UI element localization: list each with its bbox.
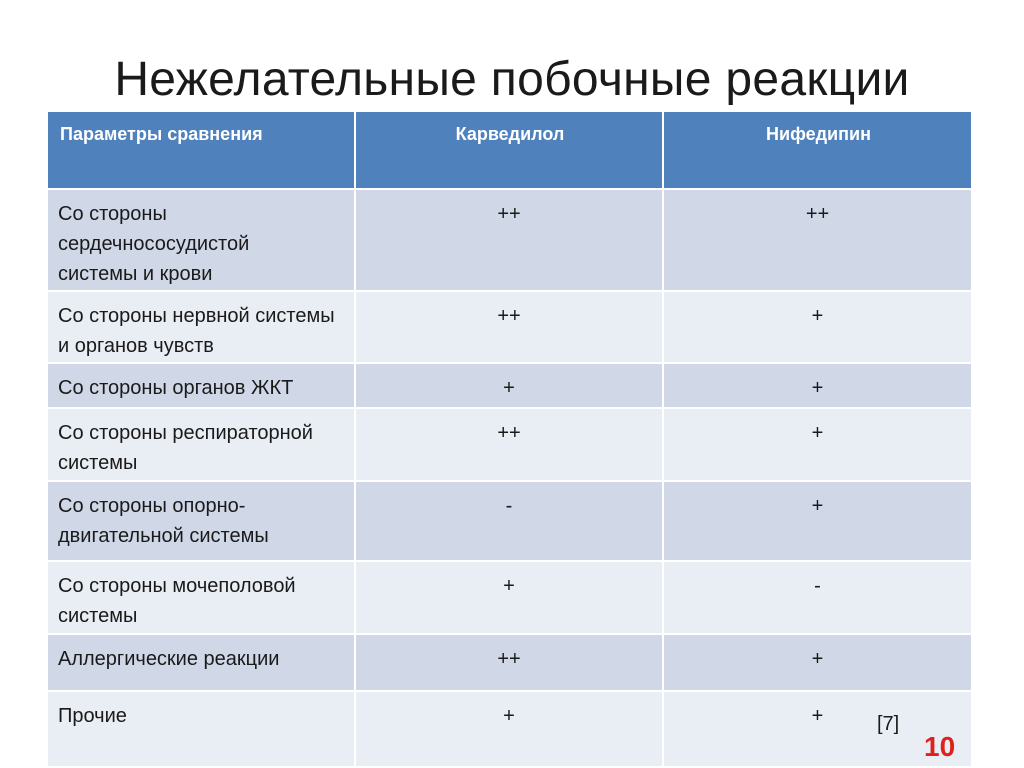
row-carvedilol-value: ++ bbox=[354, 188, 664, 292]
table-row: Со стороны респираторной системы ++ + bbox=[46, 407, 973, 482]
table-row: Со стороны опорно-двигательной системы -… bbox=[46, 480, 973, 562]
page-number: 10 bbox=[924, 731, 956, 762]
reference-citation: [7] bbox=[877, 713, 900, 735]
row-nifedipine-value: + bbox=[662, 480, 973, 562]
table-header-row: Параметры сравнения Карведилол Нифедипин bbox=[46, 110, 973, 190]
comparison-table: Параметры сравнения Карведилол Нифедипин… bbox=[46, 110, 973, 768]
row-parameter: Со стороны органов ЖКТ bbox=[46, 362, 356, 409]
row-nifedipine-value: - bbox=[662, 560, 973, 635]
row-parameter: Аллергические реакции bbox=[46, 633, 356, 692]
row-parameter: Прочие bbox=[46, 690, 356, 768]
row-carvedilol-value: + bbox=[354, 690, 664, 768]
row-carvedilol-value: + bbox=[354, 560, 664, 635]
table-row: Со стороны мочеполовой системы + - bbox=[46, 560, 973, 635]
table-row: Прочие + + bbox=[46, 690, 973, 768]
row-carvedilol-value: ++ bbox=[354, 290, 664, 364]
row-carvedilol-value: ++ bbox=[354, 633, 664, 692]
row-parameter: Со стороны нервной системы и органов чув… bbox=[46, 290, 356, 364]
row-parameter: Со стороны сердечнососудистой системы и … bbox=[46, 188, 356, 292]
header-carvedilol: Карведилол bbox=[354, 110, 664, 190]
slide-title: Нежелательные побочные реакции bbox=[114, 53, 910, 106]
table-row: Со стороны сердечнососудистой системы и … bbox=[46, 188, 973, 292]
header-parameters: Параметры сравнения bbox=[46, 110, 356, 190]
row-carvedilol-value: + bbox=[354, 362, 664, 409]
row-nifedipine-value: + bbox=[662, 690, 973, 768]
row-parameter: Со стороны опорно-двигательной системы bbox=[46, 480, 356, 562]
row-nifedipine-value: + bbox=[662, 633, 973, 692]
row-nifedipine-value: + bbox=[662, 362, 973, 409]
row-nifedipine-value: ++ bbox=[662, 188, 973, 292]
row-parameter: Со стороны мочеполовой системы bbox=[46, 560, 356, 635]
row-carvedilol-value: - bbox=[354, 480, 664, 562]
table-row: Со стороны нервной системы и органов чув… bbox=[46, 290, 973, 364]
row-nifedipine-value: + bbox=[662, 290, 973, 364]
row-nifedipine-value: + bbox=[662, 407, 973, 482]
table-row: Со стороны органов ЖКТ + + bbox=[46, 362, 973, 409]
table-row: Аллергические реакции ++ + bbox=[46, 633, 973, 692]
row-carvedilol-value: ++ bbox=[354, 407, 664, 482]
row-parameter: Со стороны респираторной системы bbox=[46, 407, 356, 482]
header-nifedipine: Нифедипин bbox=[662, 110, 973, 190]
